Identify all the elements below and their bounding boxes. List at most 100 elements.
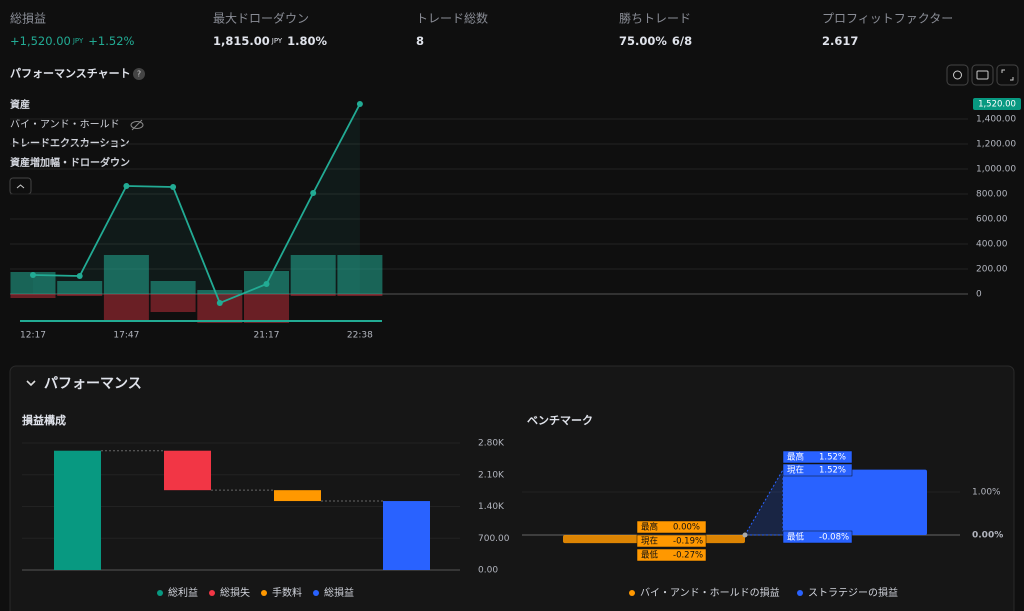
stat-value: 8 [416, 34, 424, 48]
legend-dot [209, 590, 215, 596]
stat-extra: 1.80% [287, 34, 327, 48]
y-tick-label: 1,200.00 [976, 140, 1016, 150]
stat-value: -0.08% [819, 533, 849, 543]
equity-title: パフォーマンスチャート [10, 67, 131, 80]
stat-box [636, 534, 707, 548]
stat-box [636, 520, 707, 534]
stat-value: 2.617 [822, 34, 858, 48]
performance-title: パフォーマンス [44, 376, 142, 392]
drawdown-bar [244, 294, 289, 323]
equity-point [216, 300, 223, 306]
y-tick-label: 2.10K [478, 470, 505, 480]
last-value-label: 1,520.00 [978, 100, 1016, 110]
legend-label: 総損益 [324, 586, 354, 599]
legend-dot [157, 590, 163, 596]
legend-label: 総利益 [168, 586, 198, 599]
waterfall-bar [164, 450, 211, 491]
stat-unit: JPY [271, 37, 283, 45]
eye-slash [131, 119, 143, 131]
stat-box [782, 463, 853, 477]
stat-name: 最低 [641, 550, 659, 561]
stat-value: 1,815.00 JPY 1.80% [213, 34, 328, 48]
performance-panel [9, 365, 1015, 611]
run-up-bar [103, 255, 149, 294]
benchmark-bar [783, 469, 927, 536]
settings-button[interactable] [946, 64, 969, 86]
camera-icon [976, 70, 989, 80]
waterfall-bar [54, 450, 101, 570]
equity-point [170, 184, 177, 190]
x-tick-label: 22:38 [347, 331, 373, 341]
legend-label: 総損失 [220, 586, 250, 599]
legend-dot [629, 590, 635, 596]
eye-off-icon [130, 121, 144, 129]
x-tick-label: 17:47 [113, 331, 139, 341]
drawdown-bar [197, 294, 243, 323]
legend-dot [797, 590, 803, 596]
stat-label: 最大ドローダウン [213, 11, 309, 26]
benchmark-title: ベンチマーク [527, 414, 593, 427]
legend-dot [313, 590, 319, 596]
stat-value: 75.00% 6/8 [619, 34, 692, 48]
stat-value: -0.19% [673, 537, 703, 547]
legend-label: ストラテジーの損益 [808, 586, 898, 599]
run-up-bar [337, 255, 383, 294]
equity-point [30, 272, 36, 278]
drawdown-bar [10, 294, 56, 298]
equity-point [356, 101, 363, 107]
equity-point [123, 183, 130, 189]
y-tick-label: 0 [976, 290, 982, 300]
y-tick-label: 1.00% [972, 488, 1001, 498]
stat-value: +1,520.00 JPY +1.52% [10, 34, 135, 48]
stat-number: 8 [416, 34, 424, 48]
legend-item: バイ・アンド・ホールド [10, 118, 120, 130]
stat-value: 1.52% [819, 453, 846, 463]
settings-icon [953, 70, 962, 80]
equity-point [263, 281, 270, 287]
waterfall-bar [383, 501, 430, 570]
y-tick-label: 1,400.00 [976, 115, 1016, 125]
run-up-bar [290, 255, 336, 294]
x-tick-label: 12:17 [20, 331, 46, 341]
stat-name: 現在 [641, 536, 658, 547]
stat-label: 総損益 [10, 11, 46, 26]
stat-box [782, 450, 853, 464]
stat-number: 1,815.00 [213, 34, 270, 48]
y-tick-label: 200.00 [976, 265, 1008, 275]
y-tick-label: 0.00% [972, 531, 1003, 541]
last-value-badge [973, 98, 1021, 110]
drawdown-bar [290, 294, 336, 296]
y-tick-label: 800.00 [976, 190, 1008, 200]
legend-dot [261, 590, 267, 596]
fullscreen-button[interactable] [996, 64, 1019, 86]
drawdown-bar [337, 294, 383, 296]
stat-label: プロフィットファクター [822, 12, 953, 26]
fullscreen-icon [1001, 69, 1014, 81]
screenshot-button[interactable] [971, 64, 994, 86]
y-tick-label: 2.80K [478, 439, 505, 449]
legend-item: 資産増加幅・ドローダウン [10, 156, 130, 169]
stat-value: -0.27% [673, 551, 703, 561]
stat-name: 最高 [641, 522, 658, 533]
stat-value: 1.52% [819, 466, 846, 476]
stat-number: 2.617 [822, 34, 858, 48]
legend-item: 資産 [10, 98, 30, 111]
y-tick-label: 1,000.00 [976, 165, 1016, 175]
help-glyph: ? [137, 70, 141, 79]
toolbar [946, 64, 1019, 86]
y-tick-label: 0.00 [478, 566, 498, 576]
benchmark-origin [742, 532, 748, 538]
run-up-bar [197, 290, 243, 294]
drawdown-bar [57, 294, 103, 296]
stat-extra: +1.52% [88, 34, 134, 48]
y-tick-label: 400.00 [976, 240, 1008, 250]
help-icon[interactable] [133, 68, 145, 80]
legend-label: バイ・アンド・ホールドの損益 [640, 586, 780, 599]
equity-line [32, 103, 361, 305]
stat-extra: 6/8 [672, 34, 692, 48]
chevron[interactable] [26, 380, 36, 387]
stat-number: 75.00% [619, 34, 667, 48]
stat-value: 0.00% [673, 523, 700, 533]
run-up-bar [57, 281, 103, 294]
